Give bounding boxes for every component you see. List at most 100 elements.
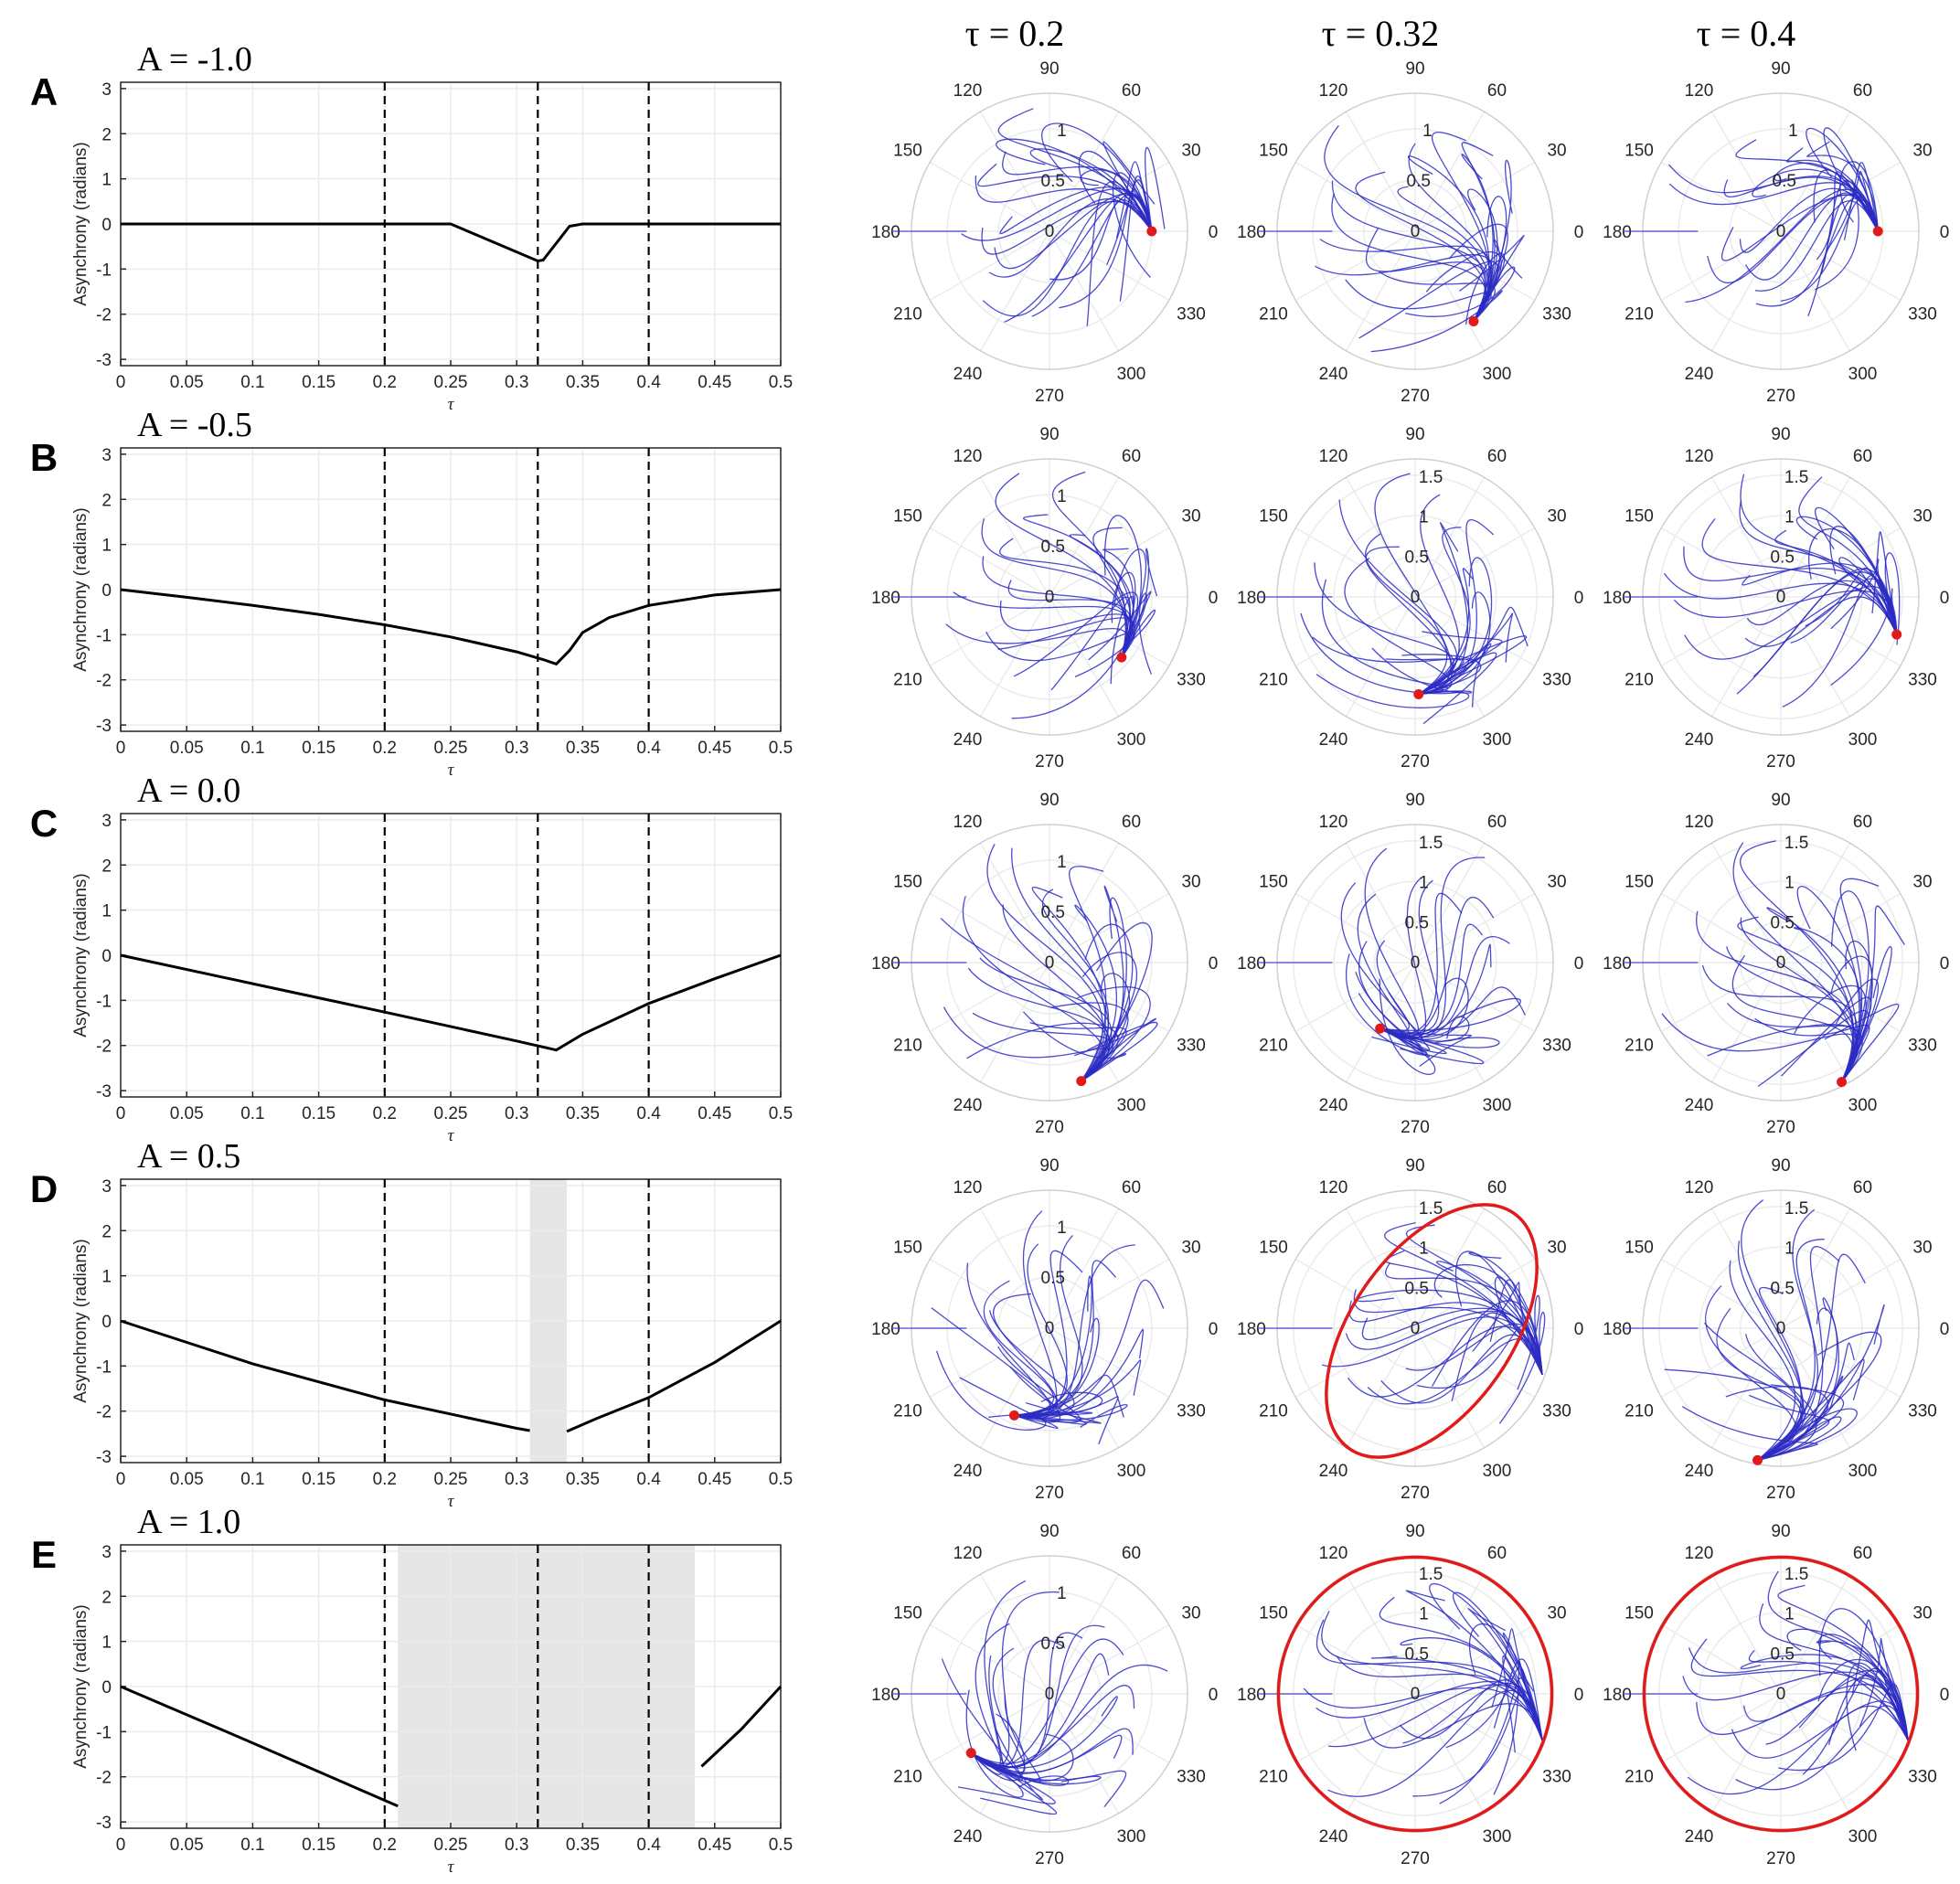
polar-angle-label: 90 [1771,1156,1790,1176]
x-tick-label: 0.4 [636,1104,661,1123]
trajectory-set [1624,474,1901,708]
polar-angle-label: 0 [1209,954,1219,974]
polar-radial-label: 0.5 [1773,172,1796,191]
polar-angle-label: 30 [1912,142,1932,161]
polar-angle-label: 120 [1685,813,1714,832]
polar-spoke [979,596,1050,718]
trajectory-line [1397,186,1490,322]
polar-angle-label: 330 [1177,1037,1206,1056]
asynchrony-curve [120,1685,399,1808]
polar-radial-label: 1.5 [1419,468,1443,487]
polar-angle-label: 30 [1912,873,1932,892]
polar-angle-label: 30 [1547,142,1566,161]
x-tick-label: 0.2 [373,1104,397,1123]
trajectory-line [1840,946,1892,1082]
polar-angle-label: 270 [1035,1118,1064,1137]
polar-angle-label: 0 [1574,1686,1584,1705]
polar-angle-label: 180 [871,1320,900,1339]
trajectory-line [1781,996,1872,1082]
polar-angle-label: 240 [1319,1096,1348,1115]
polar-radial-label: 0.5 [1041,1269,1065,1288]
polar-spoke [1345,1573,1416,1695]
polar-angle-label: 330 [1542,1037,1571,1056]
trajectory-set [893,108,1166,326]
trajectory-line [1725,1386,1829,1461]
trajectory-line [1502,1655,1543,1753]
polar-angle-label: 60 [1487,81,1507,101]
y-tick-label: 3 [101,1177,112,1197]
polar-plot: 0 30 60 90 120 150 180 210 240 270 300 330 0 0.5 1 [1237,59,1583,406]
line-chart: 0 0.05 0.1 0.15 0.2 0.25 0.3 0.35 0.4 0.45 0.5 3 2 1 0… [71,1177,793,1511]
trajectory-line [1014,1359,1142,1417]
polar-radial-label: 0.5 [1041,538,1065,557]
polar-spoke [1294,527,1416,598]
y-tick-label: -3 [96,1448,112,1467]
polar-angle-label: 240 [953,365,983,384]
polar-angle-label: 0 [1574,1320,1584,1339]
trajectory-set [1259,473,1529,725]
polar-radial-label: 0 [1411,1319,1421,1338]
trajectory-line [1041,122,1153,232]
trajectory-line [1701,517,1898,635]
trajectory-line [975,175,1153,232]
trajectory-line [1379,1027,1473,1068]
polar-radial-label: 0 [1776,953,1786,973]
trajectory-line [1379,879,1440,1035]
polar-radial-label: 0 [1776,1685,1786,1704]
polar-radial-label: 1 [1788,122,1798,141]
line-chart: 0 0.05 0.1 0.15 0.2 0.25 0.3 0.35 0.4 0.45 0.5 3 2 1 0… [71,1543,793,1877]
trajectory-line [1757,1287,1802,1461]
x-tick-label: 0.3 [505,1470,528,1489]
trajectory-line [1365,227,1487,322]
trajectory-line [1324,124,1486,322]
trajectory-line [1731,1700,1909,1759]
trajectory-line [1817,1658,1909,1740]
x-tick-label: 0.2 [373,1470,397,1489]
polar-spoke [1294,1327,1416,1399]
polar-angle-label: 210 [1624,305,1654,325]
trajectory-set [893,1580,1168,1815]
trajectory-line [1754,200,1879,292]
polar-angle-label: 240 [953,1827,983,1847]
polar-radial-label: 0.5 [1771,913,1795,932]
trajectory-line [1840,941,1873,1082]
polar-spoke [1049,596,1170,667]
polar-angle-label: 120 [953,447,983,466]
x-tick-label: 0.4 [636,1470,661,1489]
polar-angle-label: 0 [1940,1686,1950,1705]
polar-spoke [1345,230,1416,352]
y-axis-label: Asynchrony (radians) [71,873,91,1038]
column-title-tau-0.2: τ = 0.2 [965,13,1065,54]
polar-spoke [1345,1327,1416,1449]
polar-angle-label: 180 [1603,1686,1632,1705]
line-chart: 0 0.05 0.1 0.15 0.2 0.25 0.3 0.35 0.4 0.45 0.5 3 2 1 0… [71,812,793,1145]
asynchrony-curve [120,588,782,666]
polar-spoke [1049,962,1170,1033]
y-tick-label: -1 [96,1357,112,1377]
polar-spoke [1049,527,1170,598]
x-tick-label: 0.05 [170,1104,204,1123]
y-tick-label: -3 [96,351,112,370]
polar-angle-label: 90 [1405,1156,1424,1176]
trajectory-line [1051,471,1127,658]
y-tick-label: -1 [96,626,112,645]
polar-spoke [1414,1693,1486,1815]
trajectory-line [1785,147,1879,232]
polar-spoke [1660,527,1782,598]
trajectory-line [1371,1027,1447,1055]
x-axis-label: τ [448,1126,455,1145]
y-tick-label: 0 [101,1678,112,1698]
polar-angle-label: 90 [1039,59,1059,79]
trajectory-line [1757,1239,1825,1461]
polar-angle-label: 180 [1237,589,1266,608]
polar-angle-label: 330 [1542,1768,1571,1787]
x-tick-label: 0.4 [636,373,661,392]
x-tick-label: 0 [116,1104,126,1123]
trajectory-line [1731,954,1854,1082]
polar-angle-label: 180 [871,954,900,974]
trajectory-line [1735,1705,1909,1791]
polar-radial-label: 0 [1045,1685,1055,1704]
line-chart: 0 0.05 0.1 0.15 0.2 0.25 0.3 0.35 0.4 0.45 0.5 3 2 1 0… [71,80,793,414]
trajectory-line [970,1647,1026,1773]
